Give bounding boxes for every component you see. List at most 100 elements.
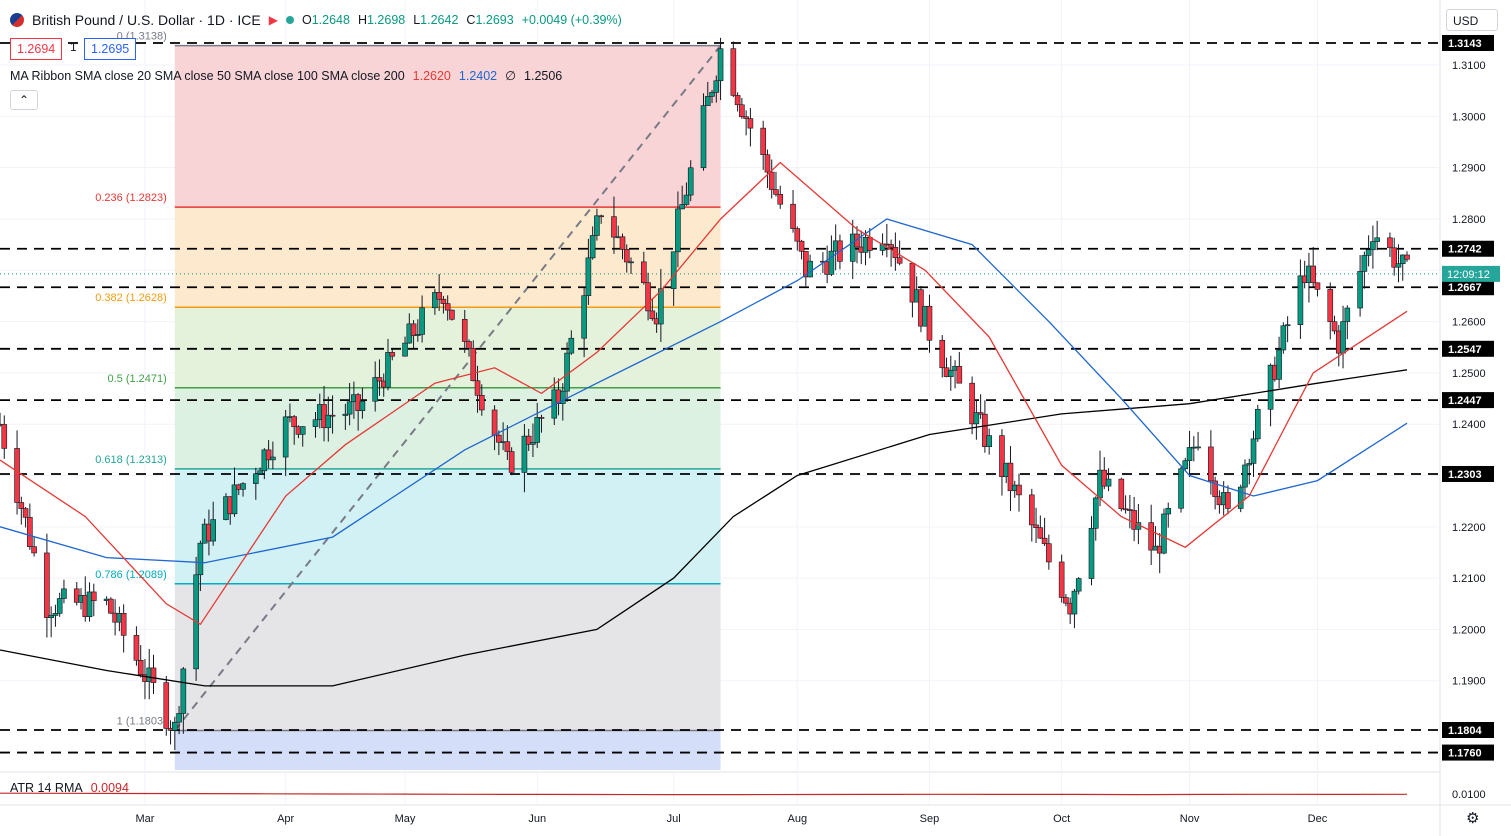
ohlc-open: O1.2648 (301, 13, 350, 27)
y-tick-label: 1.2000 (1452, 624, 1486, 636)
sma200-value: 1.2506 (524, 68, 563, 83)
buy-button[interactable]: 1.2695 (84, 38, 137, 60)
candle-body (641, 261, 647, 284)
candle-body (257, 470, 263, 475)
candle-body (1250, 438, 1257, 464)
currency-selector[interactable]: USD (1446, 9, 1498, 31)
candle-body (108, 598, 114, 614)
candle-body (538, 417, 545, 419)
level-tag (1442, 465, 1494, 482)
level-tag-label: 1.2742 (1448, 244, 1482, 256)
candle-body (986, 435, 992, 447)
y-tick-label: 1.3000 (1452, 111, 1486, 123)
price-axis-background (1440, 0, 1511, 836)
candle-body (926, 305, 933, 341)
candle-body (210, 519, 216, 542)
countdown-tag (1442, 265, 1500, 282)
candle-body (1225, 492, 1231, 509)
candle-body (849, 233, 856, 262)
candle-body (585, 257, 592, 296)
candle-body (1387, 237, 1393, 249)
candle-body (1161, 513, 1167, 554)
level-tag-label: 1.2303 (1448, 469, 1482, 481)
x-tick-label: May (395, 813, 416, 825)
candle-body (265, 449, 272, 461)
spread-value: 1 (70, 40, 77, 54)
candle-body (1007, 462, 1014, 492)
sell-button[interactable]: 1.2694 (10, 38, 63, 60)
ohlc-low: L1.2642 (413, 13, 459, 27)
symbol-title[interactable]: British Pound / U.S. Dollar · 1D · ICE (32, 12, 261, 28)
candle-body (794, 228, 801, 242)
candle-body (176, 713, 182, 723)
x-tick-label: Oct (1053, 813, 1070, 825)
candle-body (91, 591, 97, 601)
candle-body (649, 310, 656, 320)
candle-body (1276, 349, 1282, 380)
x-tick-label: Dec (1308, 813, 1328, 825)
ohlc-high: H1.2698 (357, 13, 406, 27)
atr-legend[interactable]: ATR 14 RMA 0.0094 (10, 781, 129, 795)
candle-body (1186, 447, 1193, 461)
candle-body (449, 309, 455, 320)
sma20-line (0, 161, 1408, 626)
candle-body (866, 236, 873, 251)
candle-body (1165, 507, 1172, 515)
candle-body (31, 546, 37, 554)
candle-body (679, 204, 685, 210)
level-tag-label: 1.2667 (1448, 282, 1482, 294)
ohlc-close: C1.2693 (466, 13, 514, 27)
candle-body (466, 341, 472, 349)
sma20-value: 1.2620 (412, 68, 451, 83)
candle-body (1246, 463, 1253, 466)
fib-trend-line (174, 44, 722, 732)
atr-line (0, 792, 1408, 796)
candle-body (376, 377, 383, 382)
candle-body (410, 323, 417, 336)
candle-body (790, 203, 796, 229)
candle-body (436, 292, 442, 300)
candle-body (1016, 484, 1022, 496)
fib-level-label: 0.5 (1.2471) (107, 373, 166, 385)
candle-body (1254, 408, 1261, 440)
candle-body (1037, 527, 1044, 539)
level-tag (1442, 722, 1494, 738)
x-tick-label: Nov (1180, 813, 1200, 825)
candle-body (1, 424, 8, 449)
candle-body (764, 154, 771, 173)
candles-group (0, 37, 1410, 751)
candle-body (1357, 271, 1363, 309)
candle-body (470, 347, 477, 382)
candle-body (521, 435, 528, 473)
candle-body (44, 552, 50, 618)
candle-body (1340, 321, 1346, 354)
level-tag (1442, 392, 1494, 409)
x-tick-label: Sep (920, 813, 940, 825)
candle-body (611, 216, 617, 238)
candle-body (534, 417, 541, 443)
candle-body (496, 434, 502, 443)
candle-body (628, 261, 634, 264)
fib-level-label: 1 (1.1803) (117, 716, 167, 728)
collapse-legend-button[interactable]: ⌃ (10, 90, 38, 110)
candle-body (261, 449, 268, 472)
sma100-value: ∅ (505, 69, 517, 83)
candle-body (1391, 247, 1398, 268)
y-tick-label: 1.1900 (1452, 676, 1486, 688)
candle-body (18, 502, 25, 509)
chevron-up-icon: ⌃ (18, 93, 30, 107)
candle-body (594, 215, 600, 236)
fib-zone (174, 207, 721, 308)
settings-gear-icon[interactable]: ⚙ (1466, 810, 1480, 827)
level-tag (1442, 35, 1494, 51)
candle-body (1029, 494, 1035, 526)
market-closed-icon: ▶ (268, 13, 278, 27)
ma-ribbon-legend[interactable]: MA Ribbon SMA close 20 SMA close 50 SMA … (10, 68, 563, 84)
candle-body (977, 412, 984, 415)
candle-body (947, 369, 954, 377)
candle-body (1327, 289, 1334, 323)
candle-body (683, 194, 690, 205)
candle-body (704, 96, 711, 106)
candle-body (444, 303, 451, 311)
